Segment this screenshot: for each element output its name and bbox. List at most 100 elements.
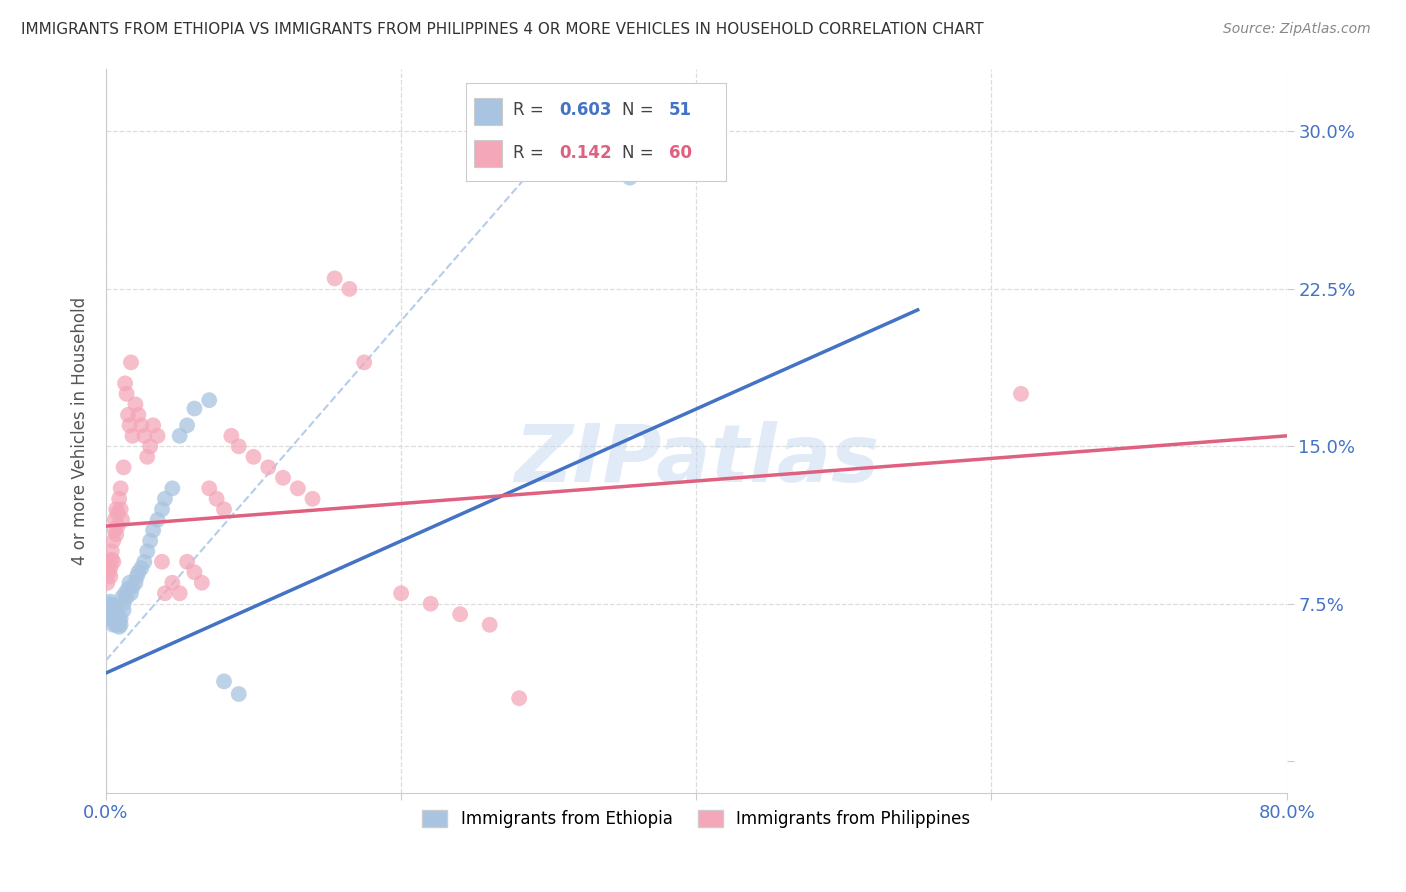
Point: [96, 611, 118, 625]
Point: [104, 601, 127, 615]
Point: [153, 586, 176, 600]
Point: [176, 555, 198, 569]
Point: [114, 376, 136, 391]
Point: [110, 611, 132, 625]
Point: [112, 597, 135, 611]
Point: [107, 507, 129, 521]
Point: [136, 450, 159, 464]
Point: [98, 594, 121, 608]
Point: [142, 418, 165, 433]
Point: [228, 439, 250, 453]
Point: [198, 393, 221, 408]
Point: [508, 691, 530, 706]
Point: [115, 591, 138, 605]
Point: [205, 491, 228, 506]
Point: [96, 575, 118, 590]
Point: [101, 599, 124, 613]
Point: [114, 586, 136, 600]
Point: [139, 533, 162, 548]
Point: [105, 617, 128, 632]
Point: [103, 603, 125, 617]
Point: [101, 611, 124, 625]
Point: [104, 614, 127, 628]
Point: [101, 544, 124, 558]
Point: [131, 561, 153, 575]
Point: [107, 609, 129, 624]
Point: [98, 607, 121, 622]
Point: [112, 603, 135, 617]
Point: [150, 555, 173, 569]
Point: [1010, 387, 1032, 401]
Point: [97, 566, 120, 580]
Point: [120, 355, 142, 369]
Point: [212, 674, 235, 689]
Point: [103, 617, 125, 632]
Point: [121, 580, 143, 594]
Point: [105, 527, 128, 541]
Point: [169, 586, 191, 600]
Point: [117, 582, 139, 596]
Point: [108, 620, 131, 634]
Point: [301, 491, 323, 506]
Point: [104, 523, 127, 537]
Point: [111, 591, 134, 605]
Point: [323, 271, 346, 285]
Point: [271, 471, 294, 485]
Text: ZIPatlas: ZIPatlas: [513, 420, 879, 499]
Point: [221, 429, 243, 443]
Point: [120, 586, 142, 600]
Point: [183, 401, 205, 416]
Text: Source: ZipAtlas.com: Source: ZipAtlas.com: [1223, 22, 1371, 37]
Point: [169, 429, 191, 443]
Point: [257, 460, 280, 475]
Point: [98, 561, 121, 575]
Text: IMMIGRANTS FROM ETHIOPIA VS IMMIGRANTS FROM PHILIPPINES 4 OR MORE VEHICLES IN HO: IMMIGRANTS FROM ETHIOPIA VS IMMIGRANTS F…: [21, 22, 984, 37]
Point: [191, 575, 214, 590]
Point: [127, 566, 149, 580]
Point: [97, 597, 120, 611]
Point: [176, 418, 198, 433]
Point: [108, 614, 131, 628]
Point: [242, 450, 264, 464]
Y-axis label: 4 or more Vehicles in Household: 4 or more Vehicles in Household: [72, 296, 89, 565]
Point: [98, 569, 121, 583]
Point: [101, 605, 124, 619]
Point: [389, 586, 412, 600]
Point: [131, 418, 153, 433]
Point: [103, 555, 125, 569]
Point: [142, 523, 165, 537]
Point: [107, 615, 129, 630]
Point: [124, 575, 146, 590]
Point: [150, 502, 173, 516]
Point: [97, 555, 120, 569]
Point: [153, 491, 176, 506]
Point: [162, 575, 184, 590]
Point: [183, 566, 205, 580]
Point: [287, 481, 309, 495]
Point: [105, 502, 128, 516]
Point: [449, 607, 471, 622]
Point: [103, 533, 125, 548]
Point: [103, 609, 125, 624]
Point: [419, 597, 441, 611]
Point: [212, 502, 235, 516]
Point: [117, 408, 139, 422]
Point: [97, 603, 120, 617]
Point: [118, 418, 141, 433]
Point: [104, 607, 127, 622]
Point: [339, 282, 361, 296]
Point: [111, 513, 134, 527]
Point: [134, 555, 156, 569]
Legend: Immigrants from Ethiopia, Immigrants from Philippines: Immigrants from Ethiopia, Immigrants fro…: [416, 804, 977, 835]
Point: [112, 460, 135, 475]
Point: [110, 502, 132, 516]
Point: [478, 617, 501, 632]
Point: [125, 569, 148, 583]
Point: [104, 513, 127, 527]
Point: [146, 513, 169, 527]
Point: [110, 481, 132, 495]
Point: [115, 387, 138, 401]
Point: [121, 429, 143, 443]
Point: [110, 617, 132, 632]
Point: [162, 481, 184, 495]
